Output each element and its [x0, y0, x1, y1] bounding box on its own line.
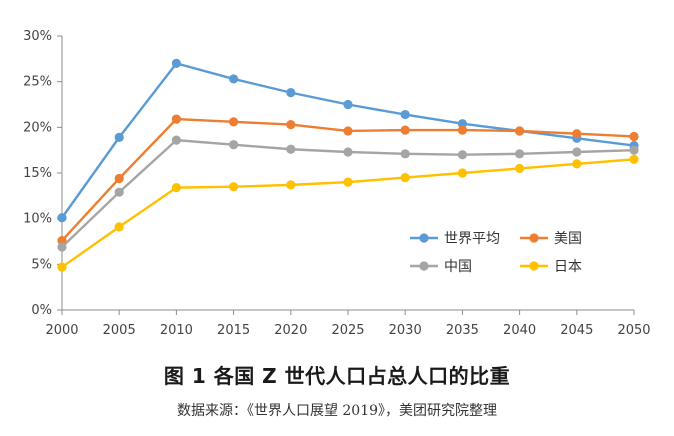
data-point — [457, 125, 467, 135]
data-point — [57, 242, 67, 252]
data-point — [286, 88, 296, 98]
data-point — [114, 132, 124, 142]
data-point — [286, 180, 296, 190]
data-point — [515, 126, 525, 136]
data-point — [400, 125, 410, 135]
x-tick-label: 2015 — [217, 323, 250, 338]
data-point — [57, 262, 67, 272]
y-tick-label: 5% — [31, 257, 52, 272]
y-tick-label: 0% — [31, 303, 52, 318]
x-tick-label: 2005 — [103, 323, 136, 338]
figure-title: 图 1 各国 Z 世代人口占总人口的比重 — [163, 364, 511, 388]
data-point — [515, 149, 525, 159]
data-point — [629, 145, 639, 155]
data-point — [171, 183, 181, 193]
figure-source: 数据来源：《世界人口展望 2019》，美团研究院整理 — [176, 403, 498, 419]
data-point — [229, 74, 239, 84]
data-point — [343, 126, 353, 136]
data-point — [114, 222, 124, 232]
series — [57, 114, 639, 246]
data-point — [515, 163, 525, 174]
data-point — [343, 177, 353, 187]
data-point — [229, 117, 239, 127]
data-point — [171, 58, 181, 68]
series-line — [61, 62, 635, 219]
legend-swatch-marker — [529, 261, 539, 271]
data-point — [171, 114, 181, 124]
data-point — [57, 235, 67, 246]
data-point — [229, 182, 239, 192]
x-tick-label: 2050 — [617, 323, 650, 338]
data-point — [229, 140, 239, 150]
data-point — [457, 168, 467, 178]
legend-label: 中国 — [444, 259, 472, 275]
legend-swatch-marker — [419, 261, 429, 271]
x-tick-label: 2000 — [45, 323, 78, 338]
y-tick-label: 15% — [23, 166, 52, 181]
y-tick-label: 10% — [23, 212, 52, 227]
data-point — [629, 154, 639, 164]
data-point — [286, 144, 296, 154]
data-point — [400, 172, 410, 183]
series — [57, 154, 639, 272]
data-point — [286, 119, 296, 130]
series-line — [61, 158, 635, 269]
data-point — [572, 159, 582, 169]
legend-item: 中国 — [410, 259, 472, 275]
legend-item: 日本 — [520, 259, 582, 275]
data-point — [57, 213, 67, 223]
series — [57, 58, 639, 223]
x-tick-label: 2020 — [274, 323, 307, 338]
data-point — [400, 149, 410, 159]
data-point — [457, 119, 467, 129]
legend-label: 美国 — [554, 231, 582, 247]
x-tick-label: 2010 — [160, 323, 193, 338]
x-tick-label: 2040 — [503, 323, 536, 338]
data-point — [457, 150, 467, 160]
data-point — [400, 109, 410, 120]
y-tick-label: 20% — [23, 120, 52, 135]
legend-item: 美国 — [520, 231, 582, 247]
data-point — [572, 147, 582, 157]
data-point — [343, 99, 353, 110]
y-tick-label: 30% — [23, 29, 52, 44]
legend-swatch-marker — [529, 233, 539, 243]
data-point — [114, 173, 124, 184]
data-point — [572, 129, 582, 139]
series — [57, 135, 639, 252]
data-point — [114, 187, 124, 197]
legend-item: 世界平均 — [410, 231, 500, 247]
x-tick-label: 2025 — [331, 323, 364, 338]
legend-label: 世界平均 — [444, 231, 500, 247]
x-tick-label: 2045 — [560, 323, 593, 338]
x-tick-label: 2035 — [446, 323, 479, 338]
line-chart: 0% 5% 10% 15% 20% 25% 30% 2000 2005 2010 2015 2020 2… — [23, 29, 650, 338]
legend-swatch-marker — [419, 233, 429, 243]
data-point — [343, 147, 353, 157]
legend-label: 日本 — [554, 259, 582, 275]
data-point — [171, 135, 181, 145]
data-point — [629, 131, 639, 142]
x-tick-label: 2030 — [389, 323, 422, 338]
y-tick-label: 25% — [23, 75, 52, 90]
